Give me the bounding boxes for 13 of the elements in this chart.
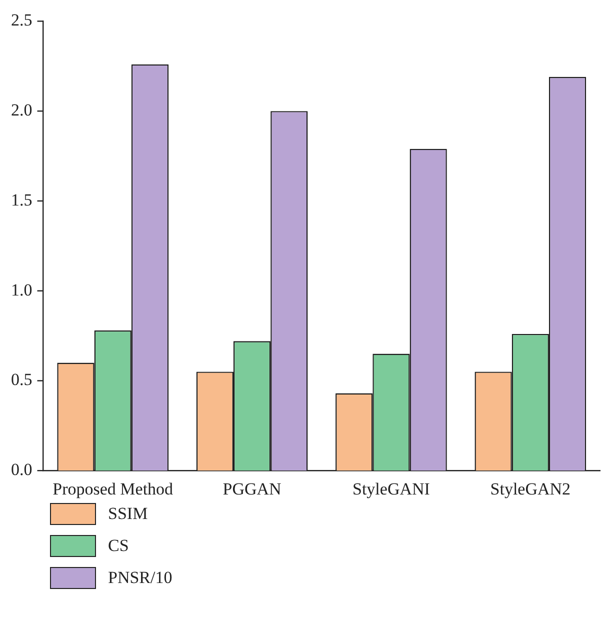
x-tick-label: StyleGAN2 [490, 479, 571, 498]
y-tick-label: 0.0 [11, 460, 32, 480]
y-tick-label: 2.5 [11, 10, 32, 30]
x-tick-label: Proposed Method [52, 479, 174, 498]
legend-label: CS [108, 536, 129, 556]
legend-label: SSIM [108, 504, 148, 524]
y-tick-label: 1.0 [11, 280, 32, 300]
y-tick-label: 2.0 [11, 100, 32, 120]
y-tick-label: 0.5 [11, 370, 32, 390]
x-tick-label: PGGAN [222, 479, 282, 498]
legend-label: PNSR/10 [108, 568, 172, 588]
x-tick-label: StyleGANI [352, 479, 430, 498]
y-tick-label: 1.5 [11, 190, 32, 210]
